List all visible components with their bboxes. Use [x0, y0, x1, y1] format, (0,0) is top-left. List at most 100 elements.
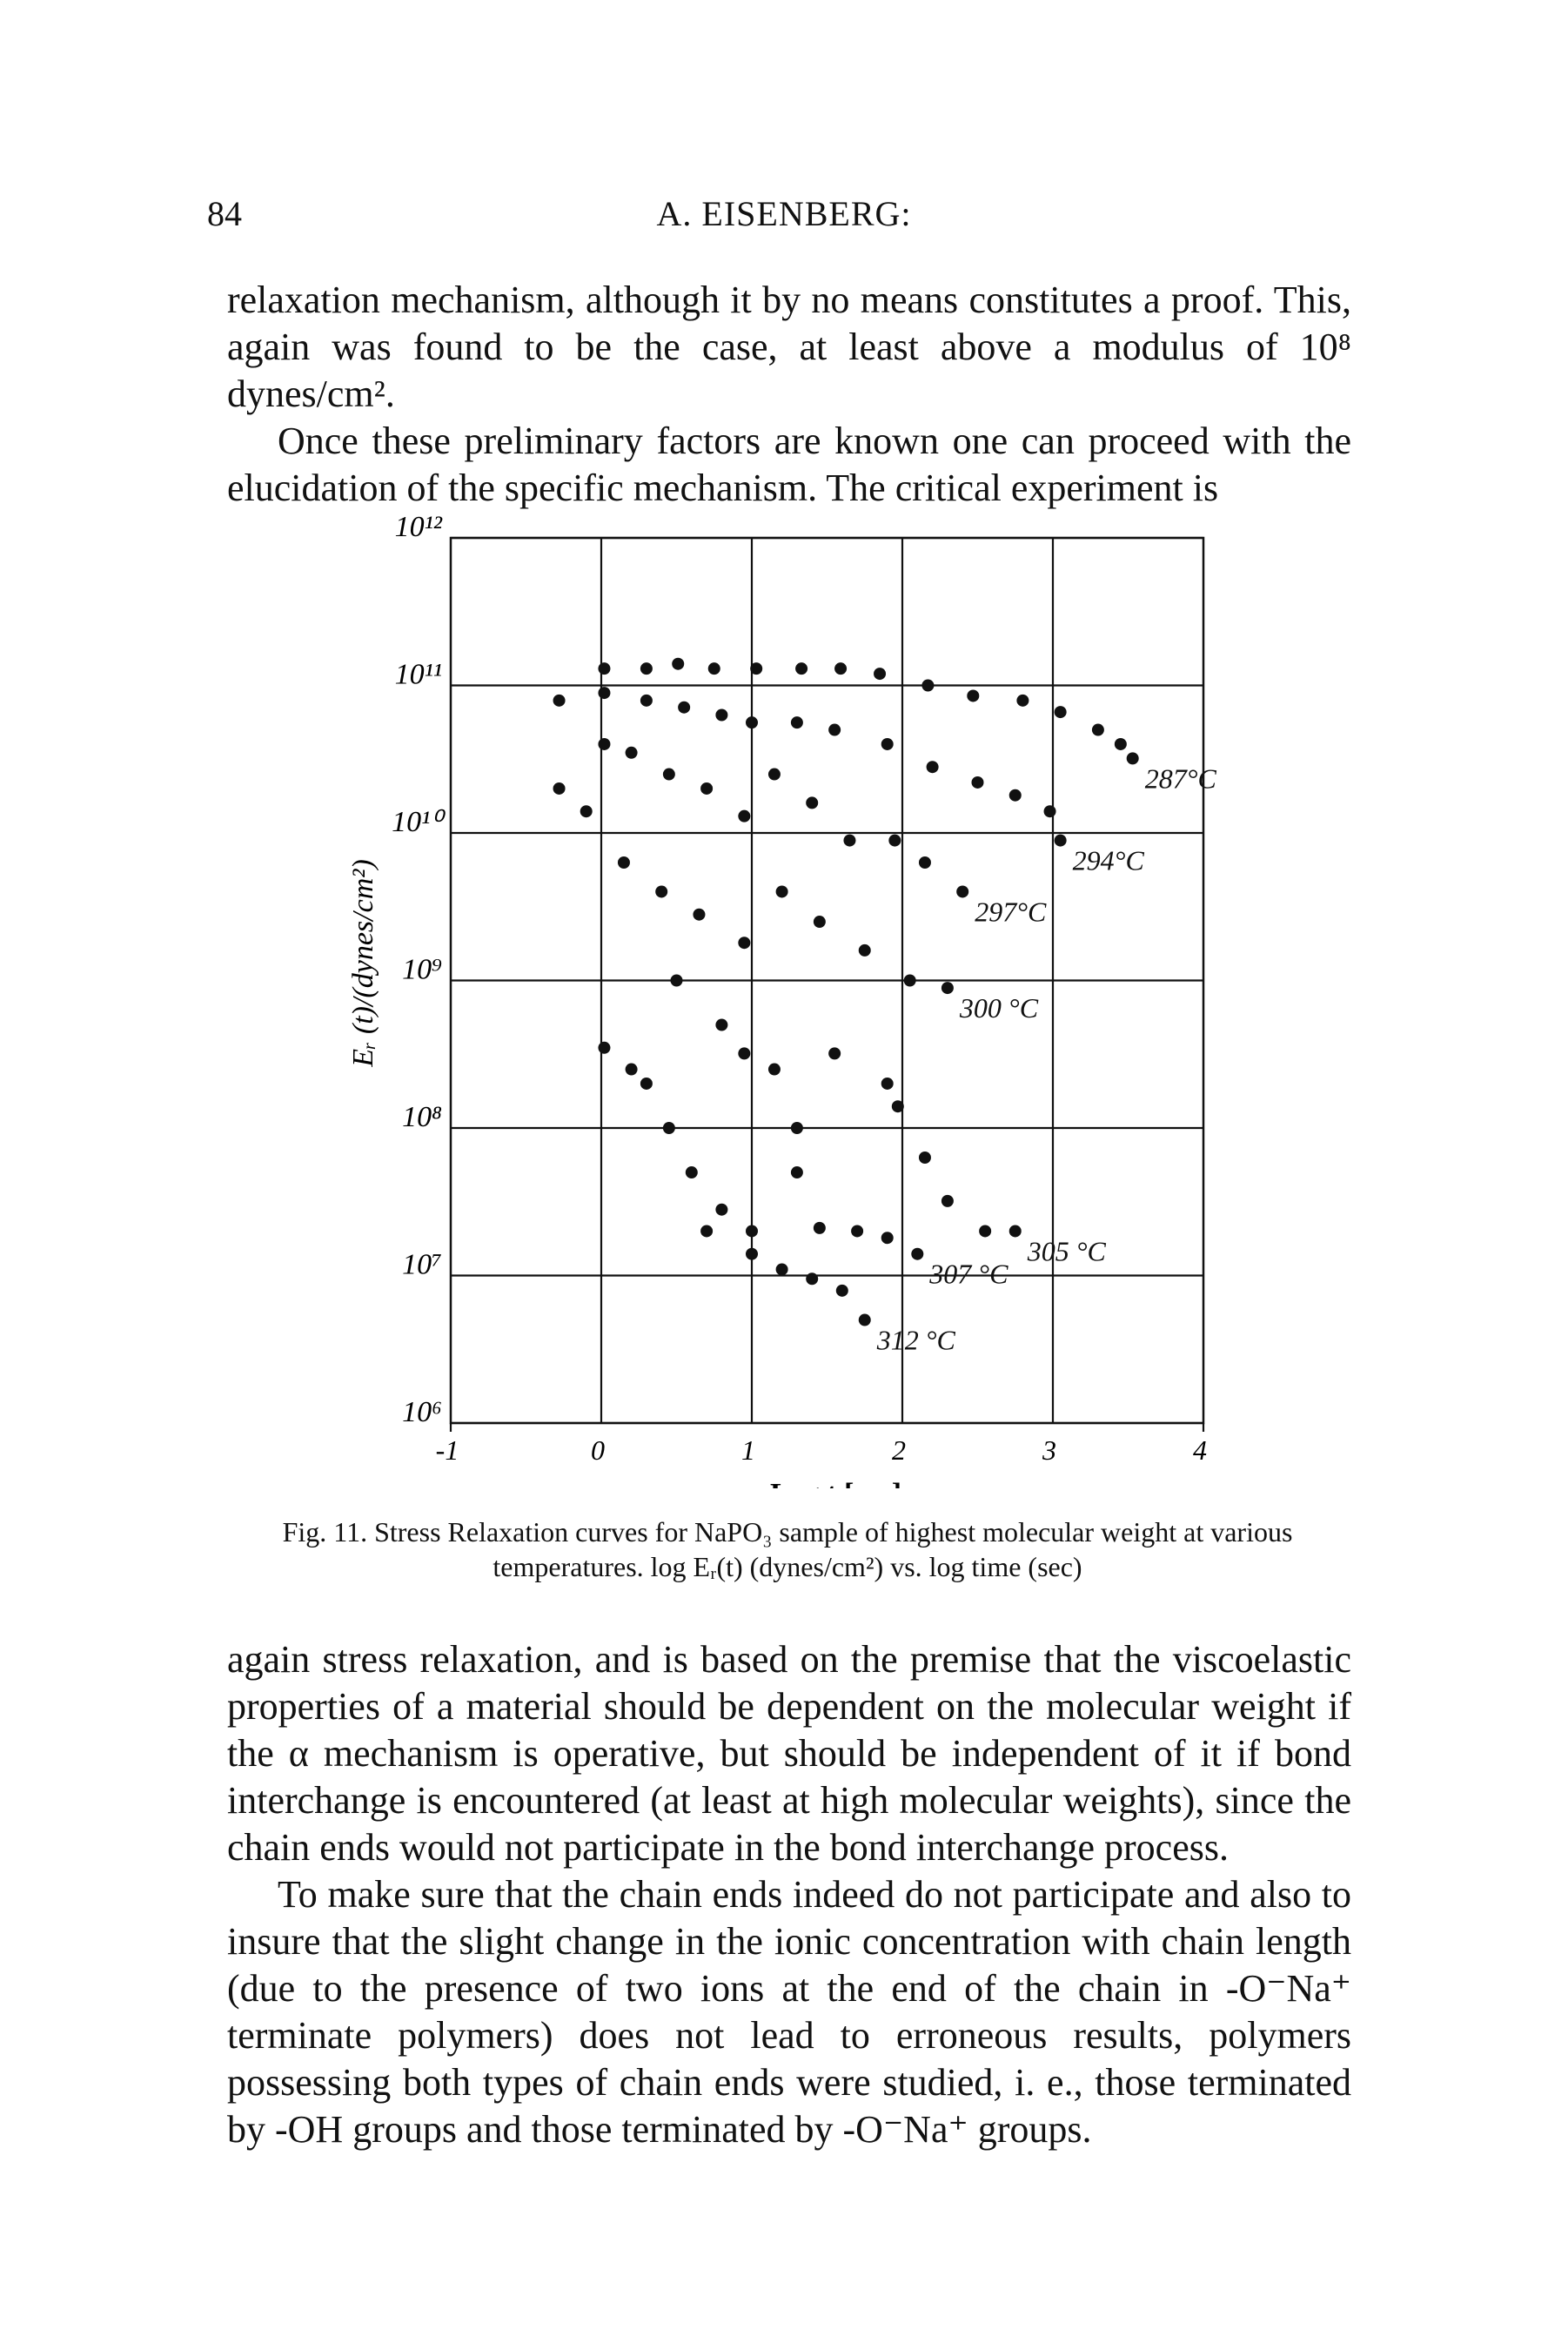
- data-point: [553, 694, 566, 707]
- data-point: [767, 1063, 781, 1076]
- paragraph: To make sure that the chain ends indeed …: [227, 1873, 1351, 2151]
- y-tick-label: 10⁹: [402, 954, 442, 986]
- data-point: [775, 1263, 788, 1276]
- data-point: [625, 1063, 638, 1076]
- data-point: [926, 761, 939, 774]
- data-point: [813, 916, 826, 929]
- data-point: [903, 974, 916, 987]
- data-point: [707, 662, 720, 675]
- data-point: [858, 1313, 871, 1326]
- data-point: [806, 1272, 819, 1286]
- data-point: [979, 1225, 992, 1238]
- data-point: [738, 1047, 751, 1060]
- page-number: 84: [207, 194, 242, 233]
- y-axis-label: Eᵣ (t)/(dynes/cm²): [347, 859, 379, 1068]
- series-label: 312 °C: [876, 1325, 956, 1356]
- x-axis-label: Log t [sec]: [770, 1478, 901, 1488]
- data-point: [834, 662, 848, 675]
- data-point: [553, 782, 566, 795]
- data-point: [670, 974, 683, 987]
- figure: 10⁶ 10⁷ 10⁸ 10⁹ 10¹⁰ 10¹¹ 10¹² -1 0 1 2 3 4 Log t [se…: [347, 511, 1217, 1488]
- data-point: [700, 1225, 714, 1238]
- data-point: [1114, 737, 1127, 750]
- data-point: [941, 1194, 954, 1207]
- data-point: [967, 689, 980, 702]
- data-point: [795, 662, 808, 675]
- data-point: [1008, 1225, 1022, 1238]
- data-point: [843, 834, 856, 847]
- data-point: [746, 716, 758, 729]
- data-point: [767, 768, 781, 781]
- data-point: [790, 1122, 803, 1134]
- data-point: [1054, 706, 1067, 719]
- data-point: [662, 1122, 675, 1134]
- data-point: [598, 687, 611, 700]
- data-point: [640, 694, 653, 707]
- data-point: [1091, 723, 1104, 736]
- data-point: [715, 708, 728, 722]
- data-point: [921, 679, 935, 692]
- data-point: [640, 1077, 653, 1090]
- data-point: [750, 662, 763, 675]
- x-tick-label: 3: [1042, 1434, 1056, 1466]
- data-point: [580, 805, 593, 818]
- y-tick-label: 10⁸: [402, 1101, 442, 1133]
- data-point: [874, 668, 887, 681]
- data-point: [700, 782, 714, 795]
- data-point: [685, 1166, 698, 1179]
- y-tick-label: 10¹¹: [395, 659, 442, 691]
- data-point: [888, 834, 901, 847]
- data-point: [662, 768, 675, 781]
- data-point: [918, 856, 931, 870]
- data-point: [835, 1284, 848, 1297]
- paragraph: Once these preliminary factors are known…: [227, 420, 1351, 509]
- data-point: [775, 885, 788, 898]
- x-tick-label: 2: [892, 1434, 906, 1466]
- data-point: [617, 856, 630, 870]
- x-tick-label: -1: [436, 1434, 459, 1466]
- series-label: 287°C: [1145, 762, 1217, 794]
- data-point: [956, 885, 969, 898]
- data-point: [1126, 752, 1139, 765]
- data-point: [911, 1247, 924, 1260]
- series-label: 300 °C: [959, 992, 1039, 1024]
- data-point: [971, 776, 984, 789]
- data-point: [881, 1077, 894, 1090]
- data-point: [598, 737, 611, 750]
- x-tick-label: 1: [741, 1434, 755, 1466]
- paragraph: relaxation mechanism, although it by no …: [227, 279, 1351, 415]
- data-point: [790, 1166, 803, 1179]
- paragraph: again stress relaxation, and is based on…: [227, 1638, 1351, 1869]
- data-point: [918, 1152, 931, 1165]
- figure-caption: Fig. 11. Stress Relaxation curves for Na…: [282, 1516, 1293, 1582]
- data-point: [672, 657, 685, 670]
- data-point: [655, 885, 668, 898]
- x-tick-label: 4: [1193, 1434, 1207, 1466]
- data-point: [1016, 694, 1029, 707]
- data-point: [598, 662, 611, 675]
- data-point: [828, 1047, 841, 1060]
- data-point: [715, 1018, 728, 1031]
- data-point: [640, 662, 653, 675]
- data-point: [598, 1041, 611, 1054]
- y-tick-label: 10⁷: [402, 1249, 442, 1281]
- data-point: [1043, 805, 1056, 818]
- data-point: [746, 1225, 758, 1238]
- data-point: [715, 1203, 728, 1216]
- data-point: [881, 737, 894, 750]
- data-point: [1008, 789, 1022, 802]
- x-tick-label: 0: [591, 1434, 605, 1466]
- data-point: [738, 937, 751, 950]
- data-point: [828, 723, 841, 736]
- data-point: [881, 1232, 894, 1245]
- y-tick-label: 10¹⁰: [392, 806, 446, 838]
- data-point: [693, 908, 706, 921]
- data-point: [1054, 834, 1067, 847]
- y-tick-label: 10⁶: [402, 1396, 442, 1428]
- data-point: [891, 1100, 904, 1113]
- running-title: A. EISENBERG:: [656, 194, 912, 233]
- data-point: [738, 809, 751, 822]
- series-label: 294°C: [1073, 845, 1145, 876]
- data-point: [851, 1225, 864, 1238]
